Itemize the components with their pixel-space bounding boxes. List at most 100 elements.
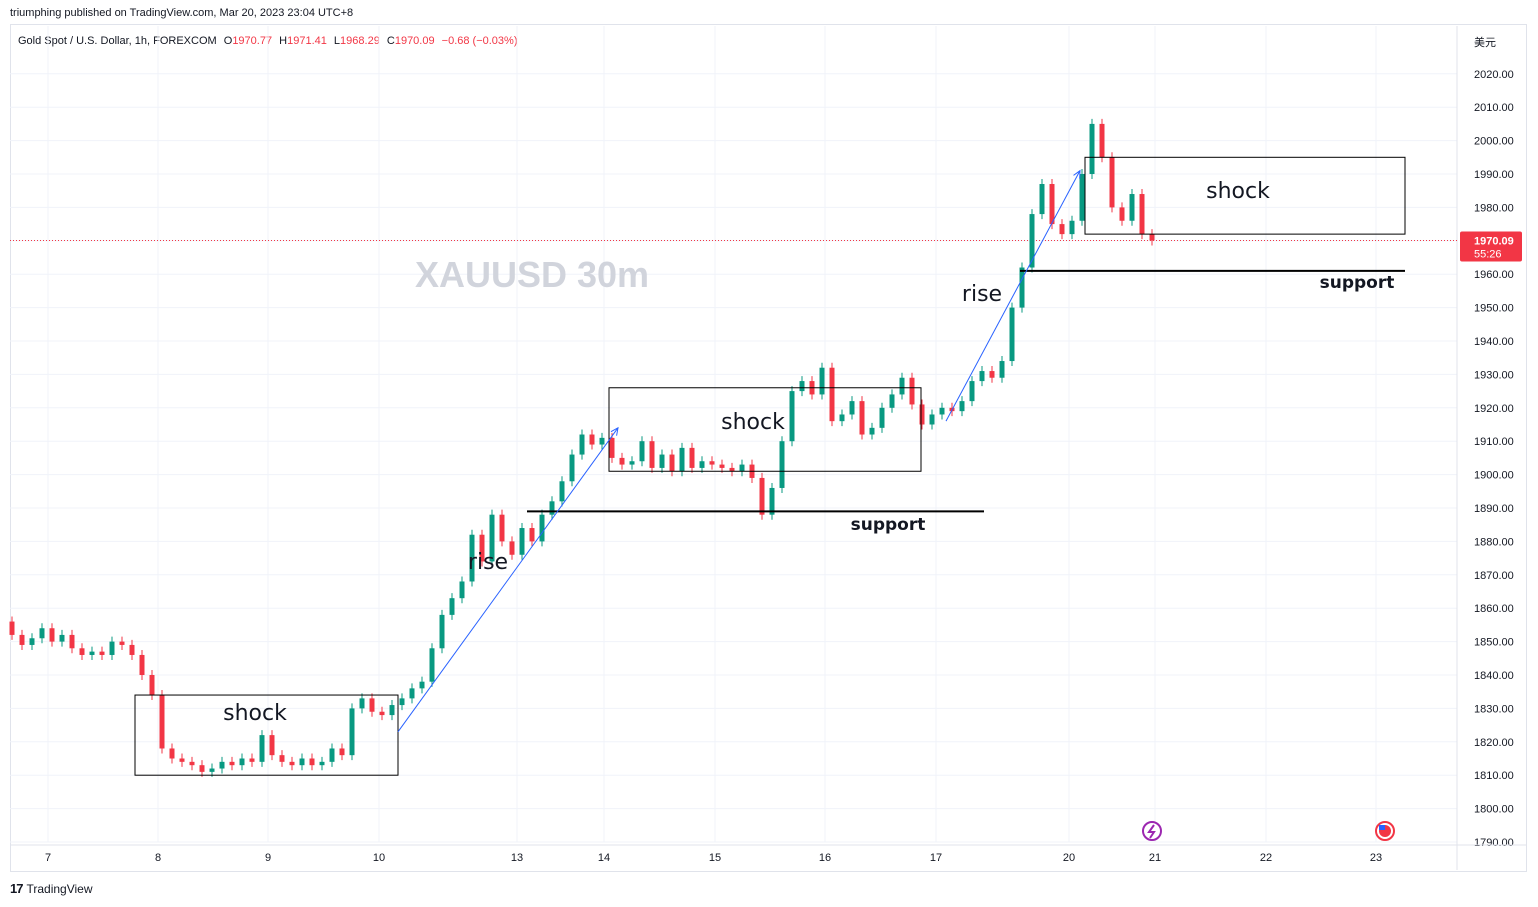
candle-body (179, 758, 185, 762)
publisher-header: triumphing published on TradingView.com,… (10, 7, 354, 19)
candle-body (989, 371, 995, 378)
candle-body (1079, 174, 1085, 221)
candle-body (469, 534, 475, 582)
open-value: 1970.77 (232, 35, 273, 47)
candle-body (1109, 157, 1115, 208)
x-tick-label: 16 (819, 852, 831, 864)
candle-body (369, 698, 375, 712)
x-tick-label: 8 (155, 852, 161, 864)
candle-body (119, 641, 125, 645)
arrow-head-icon (1073, 169, 1081, 179)
candle-body (579, 434, 585, 455)
candle-body (879, 407, 885, 428)
y-tick-label: 2020.00 (1474, 69, 1514, 81)
candle-body (279, 755, 285, 762)
candle-body (269, 735, 275, 756)
shock-label: shock (721, 410, 785, 435)
candle-body (909, 377, 915, 405)
support-label: support (1320, 273, 1395, 293)
candle-body (629, 461, 635, 465)
lightning-bolt-icon (1147, 824, 1156, 839)
candle-body (169, 748, 175, 759)
open-label: O (223, 35, 233, 47)
candle-body (229, 761, 235, 766)
candle-body (379, 711, 385, 716)
bar-countdown: 55:26 (1474, 248, 1502, 260)
y-tick-label: 1810.00 (1474, 770, 1514, 782)
x-tick-label: 22 (1260, 852, 1272, 864)
candle-body (349, 708, 355, 756)
candle-body (929, 414, 935, 425)
candle-body (9, 621, 15, 635)
y-tick-label: 1910.00 (1474, 436, 1514, 448)
candle-body (309, 758, 315, 766)
candle-body (619, 457, 625, 465)
candle-body (409, 688, 415, 699)
candle-body (869, 427, 875, 435)
symbol-label[interactable]: Gold Spot / U.S. Dollar, 1h, FOREXCOM (18, 35, 217, 47)
shock-label: shock (1206, 179, 1270, 204)
last-price-value: 1970.09 (1474, 235, 1514, 247)
candle-body (319, 761, 325, 766)
candle-body (489, 514, 495, 562)
candle-body (1039, 184, 1045, 215)
footer-brand: 17 TradingView (10, 881, 93, 896)
last-price-tag (1460, 231, 1522, 262)
candle-body (609, 437, 615, 458)
candle-body (639, 441, 645, 462)
ohlc-legend: Gold Spot / U.S. Dollar, 1h, FOREXCOM O1… (18, 35, 518, 47)
candle-body (499, 514, 505, 542)
tradingview-logo-icon: 17 (10, 881, 24, 896)
x-tick-label: 15 (709, 852, 721, 864)
candle-body (649, 441, 655, 468)
currency-label[interactable]: 美元 (1474, 37, 1496, 49)
candle-body (59, 634, 65, 642)
candle-body (199, 765, 205, 772)
x-tick-label: 13 (511, 852, 523, 864)
shock-label: shock (223, 701, 287, 726)
candle-body (859, 401, 865, 435)
candle-body (429, 648, 435, 682)
candle-body (99, 651, 105, 655)
y-tick-label: 1900.00 (1474, 470, 1514, 482)
high-label: H (279, 35, 288, 47)
candle-body (189, 761, 195, 766)
candle-body (1069, 220, 1075, 235)
chart-frame (10, 24, 1527, 872)
candle-body (999, 361, 1005, 378)
candle-body (679, 447, 685, 472)
candle-body (439, 614, 445, 649)
candle-body (389, 705, 395, 716)
candle-body (359, 698, 365, 709)
y-tick-label: 1830.00 (1474, 703, 1514, 715)
candle-body (689, 447, 695, 468)
candle-body (399, 698, 405, 706)
candle-body (669, 454, 675, 472)
x-tick-label: 20 (1063, 852, 1075, 864)
candle-body (79, 648, 85, 655)
candle-body (209, 768, 215, 772)
candle-body (449, 598, 455, 615)
candle-body (799, 381, 805, 392)
rise-trend-line (397, 427, 619, 733)
candle-body (959, 401, 965, 412)
candle-body (599, 437, 605, 445)
candle-body (889, 394, 895, 408)
candle-body (549, 501, 555, 515)
candle-body (789, 391, 795, 442)
candle-body (149, 675, 155, 696)
low-value: 1968.29 (340, 35, 380, 47)
arrow-head-icon (610, 426, 619, 436)
y-tick-label: 2000.00 (1474, 136, 1514, 148)
y-tick-label: 1980.00 (1474, 202, 1514, 214)
x-tick-label: 17 (930, 852, 942, 864)
symbol-watermark: XAUUSD 30m (415, 254, 649, 295)
x-tick-label: 9 (265, 852, 271, 864)
candle-body (139, 654, 145, 675)
x-tick-label: 10 (373, 852, 385, 864)
candle-body (919, 404, 925, 425)
y-tick-label: 1840.00 (1474, 670, 1514, 682)
candle-body (1049, 184, 1055, 225)
candle-body (1009, 307, 1015, 362)
